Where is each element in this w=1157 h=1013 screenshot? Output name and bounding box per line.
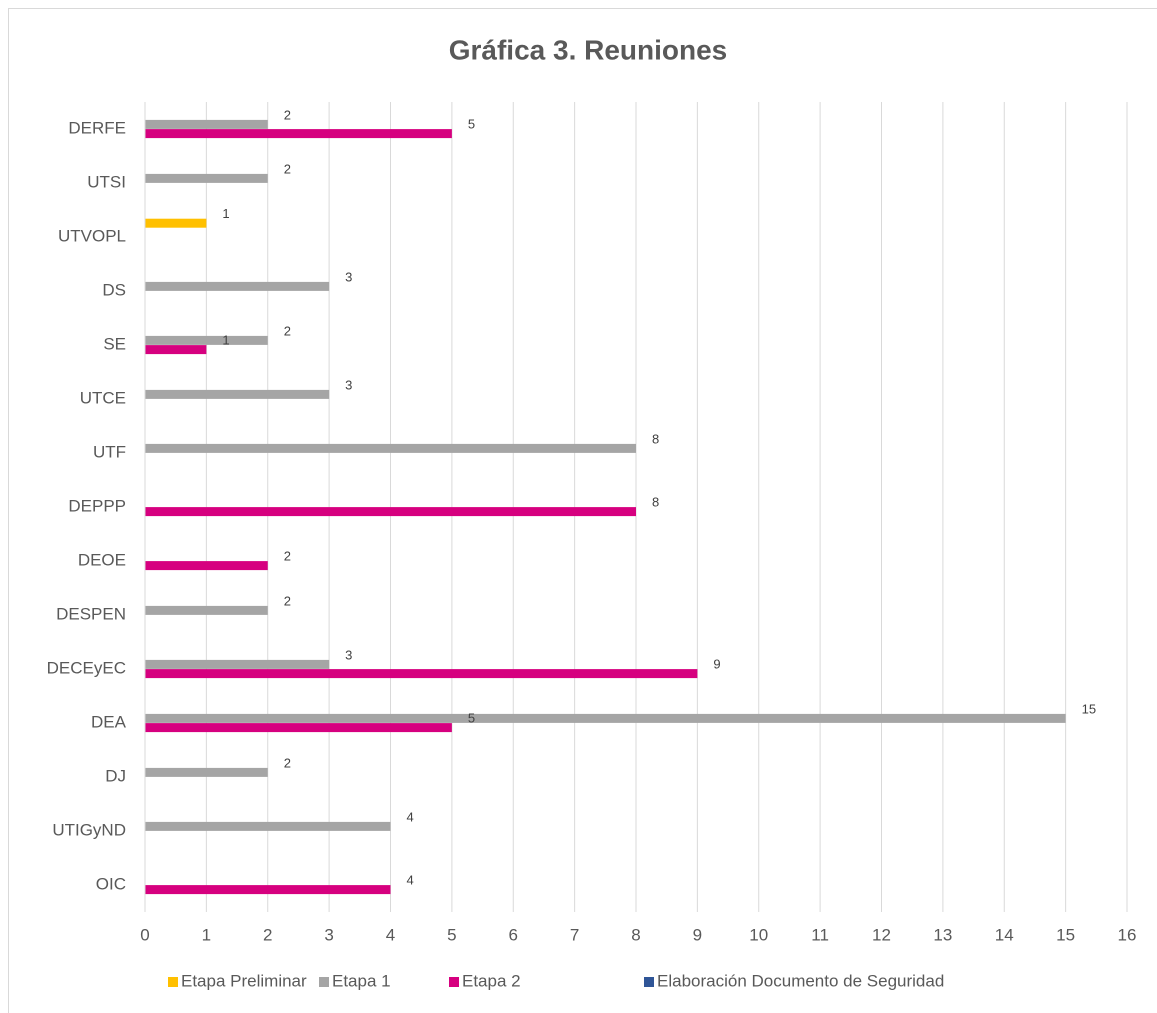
x-tick-label: 11 (811, 925, 829, 944)
bar (145, 218, 207, 228)
bar (145, 723, 452, 733)
x-tick-label: 16 (1118, 925, 1137, 944)
bar (145, 173, 268, 183)
y-tick-label: UTCE (80, 388, 126, 407)
x-tick-label: 13 (933, 925, 952, 944)
legend-swatch (319, 977, 329, 987)
data-label: 5 (468, 117, 475, 132)
data-label: 4 (407, 873, 414, 888)
bar (145, 507, 636, 517)
data-label: 2 (284, 107, 291, 122)
x-tick-label: 0 (140, 925, 149, 944)
y-tick-label: UTSI (87, 172, 126, 191)
bar (145, 713, 1066, 723)
data-label: 3 (345, 377, 352, 392)
x-tick-label: 15 (1056, 925, 1075, 944)
bar (145, 389, 330, 399)
x-tick-label: 4 (386, 925, 395, 944)
y-tick-label: OIC (96, 874, 126, 893)
legend-swatch (449, 977, 459, 987)
y-tick-label: UTVOPL (58, 226, 126, 245)
y-tick-label: UTIGyND (52, 820, 126, 839)
y-tick-label: DERFE (68, 118, 126, 137)
chart-title: Gráfica 3. Reuniones (449, 34, 728, 65)
bar (145, 345, 207, 355)
data-label: 2 (284, 323, 291, 338)
data-label: 4 (407, 809, 414, 824)
y-tick-label: DS (102, 280, 126, 299)
bar (145, 659, 330, 669)
y-tick-label: SE (103, 334, 126, 353)
bar (145, 119, 268, 129)
data-label: 2 (284, 549, 291, 564)
data-label: 8 (652, 431, 659, 446)
x-tick-label: 9 (693, 925, 702, 944)
bar (145, 669, 698, 679)
x-tick-label: 10 (749, 925, 768, 944)
bar (145, 885, 391, 895)
data-label: 3 (345, 647, 352, 662)
legend-label: Etapa 1 (332, 971, 391, 990)
x-tick-label: 1 (202, 925, 211, 944)
bar (145, 561, 268, 571)
x-tick-label: 12 (872, 925, 891, 944)
bar (145, 281, 330, 291)
x-tick-label: 5 (447, 925, 456, 944)
y-tick-label: DEPPP (68, 496, 126, 515)
x-tick-label: 8 (631, 925, 640, 944)
bar (145, 335, 268, 345)
legend-swatch (168, 977, 178, 987)
legend-label: Etapa 2 (462, 971, 521, 990)
data-label: 2 (284, 161, 291, 176)
data-label: 1 (222, 206, 229, 221)
bar (145, 605, 268, 615)
x-tick-label: 3 (324, 925, 333, 944)
y-tick-label: DJ (105, 766, 126, 785)
data-label: 3 (345, 269, 352, 284)
data-label: 1 (222, 333, 229, 348)
y-tick-label: DECEyEC (47, 658, 126, 677)
data-label: 9 (713, 657, 720, 672)
y-tick-label: DEOE (78, 550, 126, 569)
bar (145, 443, 636, 453)
bar (145, 767, 268, 777)
x-tick-label: 2 (263, 925, 272, 944)
y-tick-label: DEA (91, 712, 127, 731)
x-tick-label: 7 (570, 925, 579, 944)
x-tick-label: 6 (509, 925, 518, 944)
data-label: 15 (1082, 701, 1096, 716)
data-label: 5 (468, 711, 475, 726)
legend-label: Etapa Preliminar (181, 971, 307, 990)
y-tick-label: DESPEN (56, 604, 126, 623)
data-label: 2 (284, 593, 291, 608)
legend-swatch (644, 977, 654, 987)
x-tick-label: 14 (995, 925, 1014, 944)
y-tick-label: UTF (93, 442, 126, 461)
data-label: 8 (652, 495, 659, 510)
bar (145, 129, 452, 139)
bar (145, 821, 391, 831)
legend-label: Elaboración Documento de Seguridad (657, 971, 944, 990)
data-label: 2 (284, 755, 291, 770)
